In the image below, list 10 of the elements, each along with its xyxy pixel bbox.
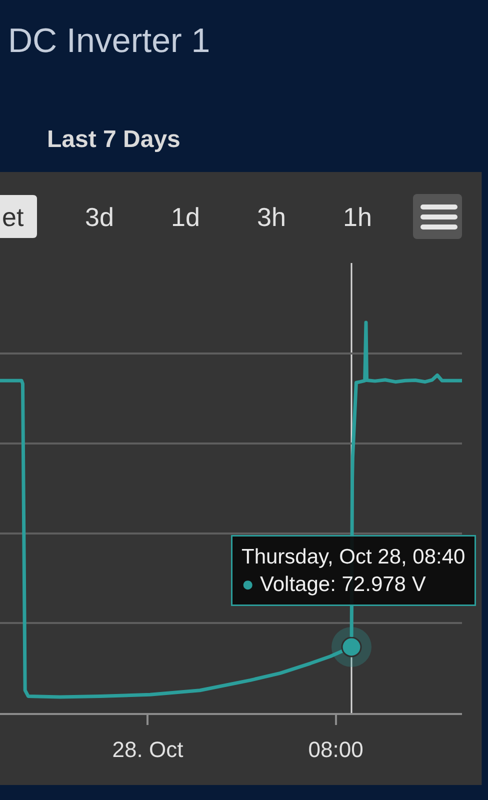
text: 3d bbox=[85, 202, 114, 232]
chart-subtitle: Last 7 Days bbox=[47, 126, 180, 153]
text: et bbox=[2, 202, 24, 232]
x-tick-label: 28. Oct bbox=[112, 737, 184, 762]
text: 3h bbox=[257, 202, 286, 232]
chart-title: DC Inverter 1 bbox=[8, 22, 210, 60]
annotation: Thursday, Oct 28, 08:40 ● Voltage: 72.978 V bbox=[242, 546, 466, 596]
text: 1h bbox=[343, 202, 372, 232]
text: 1d bbox=[171, 202, 200, 232]
x-tick-label: 08:00 bbox=[308, 737, 364, 762]
